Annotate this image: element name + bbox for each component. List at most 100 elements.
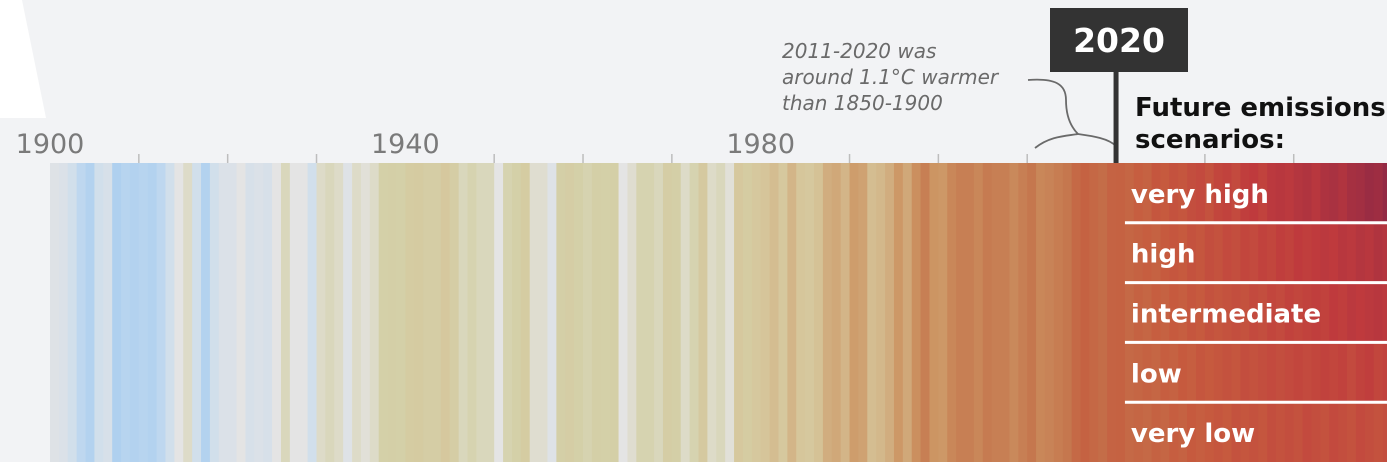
stripe [156, 163, 166, 462]
scenario-stripe [1160, 163, 1170, 223]
scenario-stripe [1302, 163, 1312, 223]
scenario-stripe [1249, 402, 1259, 462]
stripe [378, 163, 388, 462]
stripe [325, 163, 335, 462]
stripe [458, 163, 468, 462]
scenario-stripe [1293, 402, 1304, 462]
scenario-title: Future emissions [1135, 93, 1386, 123]
scenario-stripe [1187, 342, 1197, 403]
scenario-stripe [1133, 163, 1144, 223]
stripe [636, 163, 646, 462]
scenario-stripe [1249, 163, 1259, 223]
scenario-stripe [1267, 282, 1277, 343]
scenario-stripe [1382, 163, 1387, 223]
stripe [1107, 163, 1117, 462]
stripe [947, 163, 957, 462]
stripe [316, 163, 326, 462]
stripe [849, 163, 859, 462]
scenario-stripe [1222, 222, 1232, 283]
scenario-stripe [1178, 163, 1188, 223]
annotation: 2011-2020 was [782, 39, 936, 63]
scenario-stripe [1160, 222, 1170, 283]
stripe [769, 163, 779, 462]
stripe [556, 163, 566, 462]
scenario-stripe [1329, 163, 1339, 223]
stripe [76, 163, 86, 462]
stripe [991, 163, 1001, 462]
scenario-stripe [1124, 222, 1135, 283]
scenario-stripe [1169, 222, 1179, 283]
scenario-stripe [1258, 282, 1268, 343]
scenario-stripe [1311, 342, 1321, 403]
stripe [1062, 163, 1073, 462]
scenario-stripe [1364, 342, 1375, 403]
scenario-stripe [1142, 222, 1152, 283]
scenario-stripe [1258, 163, 1268, 223]
stripe [209, 163, 220, 462]
stripe [494, 163, 504, 462]
scenario-stripe [1320, 282, 1330, 343]
stripe [645, 163, 655, 462]
scenario-stripe [1311, 222, 1321, 283]
stripe [201, 163, 211, 462]
scenario-stripe [1373, 222, 1383, 283]
stripe [600, 163, 611, 462]
scenario-stripe [1338, 222, 1348, 283]
stripe [751, 163, 762, 462]
scenario-stripe [1222, 282, 1232, 343]
stripe [67, 163, 78, 462]
stripe [1027, 163, 1037, 462]
scenario-stripe [1213, 342, 1224, 403]
stripe [1044, 163, 1055, 462]
scenario-stripe [1213, 163, 1224, 223]
stripe [369, 163, 380, 462]
stripe [396, 163, 406, 462]
scenario-stripe [1160, 402, 1170, 462]
scenario-stripe [1347, 163, 1357, 223]
stripe [449, 163, 460, 462]
stripe [662, 163, 673, 462]
stripe [778, 163, 788, 462]
stripe [831, 163, 842, 462]
stripe [218, 163, 229, 462]
scenario-stripe [1196, 163, 1206, 223]
stripe [654, 163, 664, 462]
stripe [982, 163, 993, 462]
stripe [85, 163, 95, 462]
scenario-stripe [1240, 282, 1250, 343]
scenario-stripe [1364, 163, 1375, 223]
scenario-stripe [1124, 163, 1135, 223]
scenario-stripe [1124, 402, 1135, 462]
scenario-stripe [1187, 282, 1197, 343]
marker-label: 2020 [1073, 21, 1165, 60]
x-tick-label: 1980 [726, 129, 795, 160]
stripe [1036, 163, 1046, 462]
scenario-stripe [1293, 163, 1304, 223]
stripe [50, 163, 60, 462]
stripe [698, 163, 708, 462]
stripe [343, 163, 353, 462]
scenario-label: very low [1131, 419, 1255, 449]
scenario-stripe [1364, 402, 1375, 462]
stripe [547, 163, 557, 462]
stripe [174, 163, 184, 462]
stripe [627, 163, 637, 462]
stripe [254, 163, 264, 462]
stripe [387, 163, 397, 462]
stripe [1018, 163, 1028, 462]
stripe [671, 163, 682, 462]
stripe [956, 163, 966, 462]
stripe [583, 163, 593, 462]
x-tick-label: 1940 [371, 129, 440, 160]
scenario-stripe [1249, 222, 1259, 283]
scenario-stripe [1249, 282, 1259, 343]
stripe [467, 163, 477, 462]
annotation-connector [1027, 78, 1080, 149]
stripe [1098, 163, 1108, 462]
stripe [840, 163, 850, 462]
scenario-stripe [1196, 282, 1206, 343]
scenario-stripe [1267, 163, 1277, 223]
stripe [565, 163, 575, 462]
stripe [263, 163, 273, 462]
stripe [707, 163, 717, 462]
